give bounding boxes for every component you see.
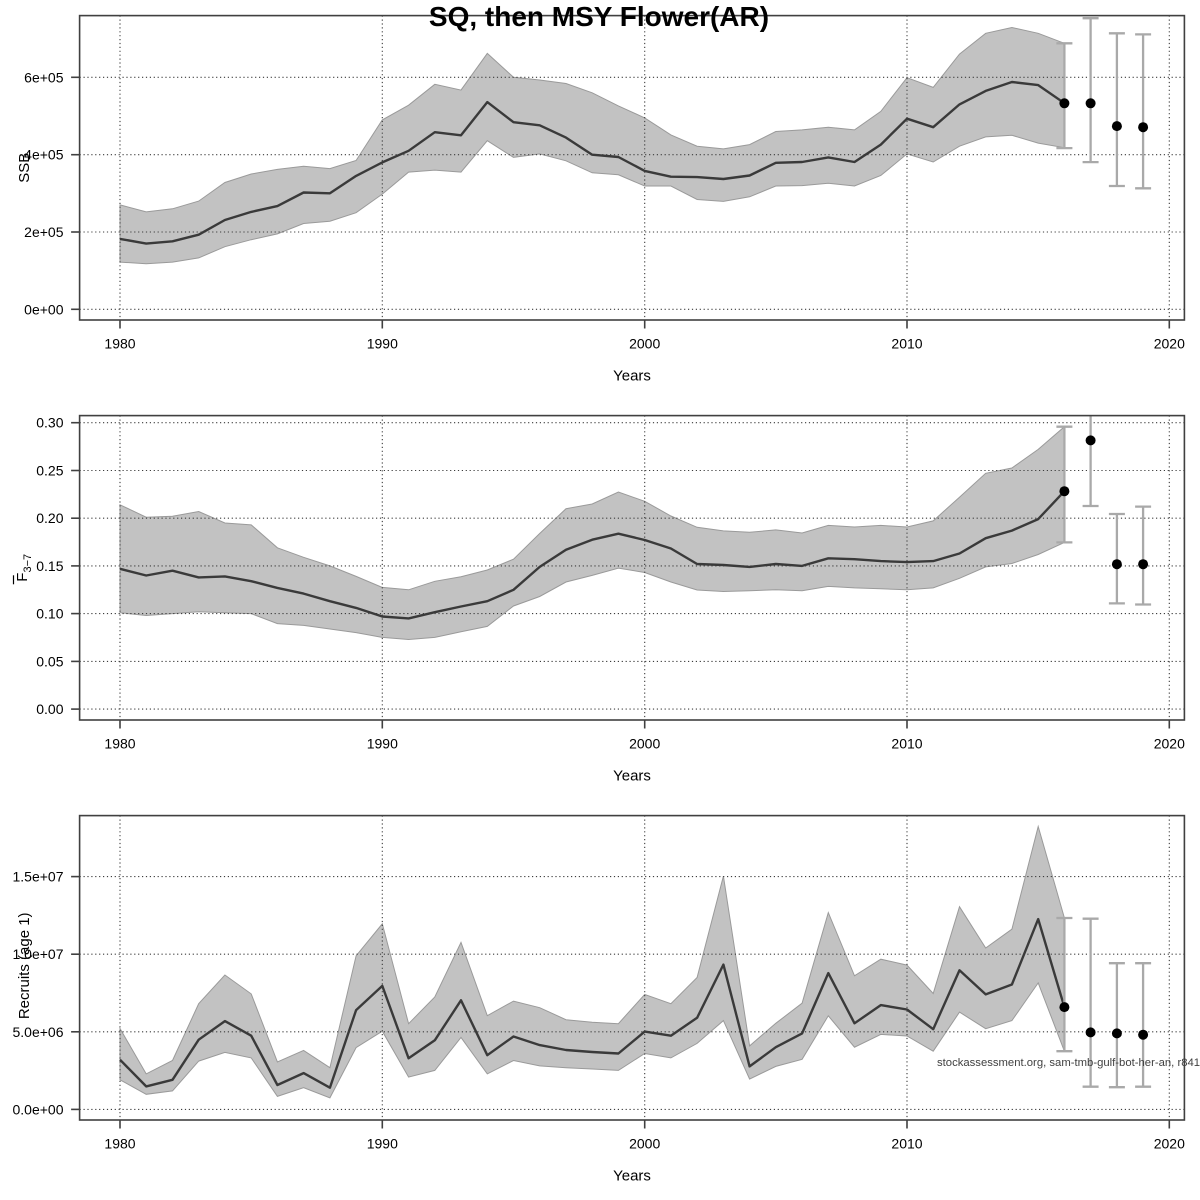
svg-text:2000: 2000 (629, 335, 660, 351)
svg-text:Years: Years (613, 368, 651, 385)
svg-text:SQ, then MSY Flower(AR): SQ, then MSY Flower(AR) (429, 1, 769, 32)
svg-text:1980: 1980 (104, 735, 135, 751)
svg-text:Recruits (age 1): Recruits (age 1) (16, 912, 33, 1019)
svg-text:2020: 2020 (1154, 335, 1185, 351)
svg-text:SSB: SSB (16, 153, 33, 183)
svg-text:0.05: 0.05 (36, 653, 63, 669)
svg-text:2020: 2020 (1154, 1135, 1185, 1151)
svg-text:0.10: 0.10 (36, 606, 63, 622)
svg-text:1990: 1990 (367, 735, 398, 751)
svg-text:F3−7: F3−7 (14, 554, 34, 582)
svg-text:6e+05: 6e+05 (24, 69, 64, 85)
svg-text:1990: 1990 (367, 1135, 398, 1151)
svg-text:0.25: 0.25 (36, 463, 63, 479)
svg-text:Years: Years (613, 1168, 651, 1185)
svg-text:0e+00: 0e+00 (24, 301, 64, 317)
svg-text:4e+05: 4e+05 (24, 147, 64, 163)
svg-text:1980: 1980 (104, 335, 135, 351)
svg-text:2020: 2020 (1154, 735, 1185, 751)
svg-text:stockassessment.org, sam-tmb-g: stockassessment.org, sam-tmb-gulf-bot-he… (937, 1057, 1200, 1069)
svg-text:Years: Years (613, 768, 651, 785)
svg-text:2e+05: 2e+05 (24, 224, 64, 240)
svg-text:2000: 2000 (629, 735, 660, 751)
svg-text:1.0e+07: 1.0e+07 (13, 946, 64, 962)
svg-text:0.15: 0.15 (36, 558, 63, 574)
svg-text:2010: 2010 (891, 335, 922, 351)
svg-text:1990: 1990 (367, 335, 398, 351)
svg-text:1980: 1980 (104, 1135, 135, 1151)
svg-text:0.0e+00: 0.0e+00 (13, 1101, 64, 1117)
svg-text:0.00: 0.00 (36, 701, 63, 717)
svg-text:5.0e+06: 5.0e+06 (13, 1024, 64, 1040)
svg-text:2010: 2010 (891, 1135, 922, 1151)
svg-text:0.20: 0.20 (36, 510, 63, 526)
svg-text:2000: 2000 (629, 1135, 660, 1151)
svg-text:2010: 2010 (891, 735, 922, 751)
svg-text:0.30: 0.30 (36, 415, 63, 431)
svg-text:1.5e+07: 1.5e+07 (13, 869, 64, 885)
